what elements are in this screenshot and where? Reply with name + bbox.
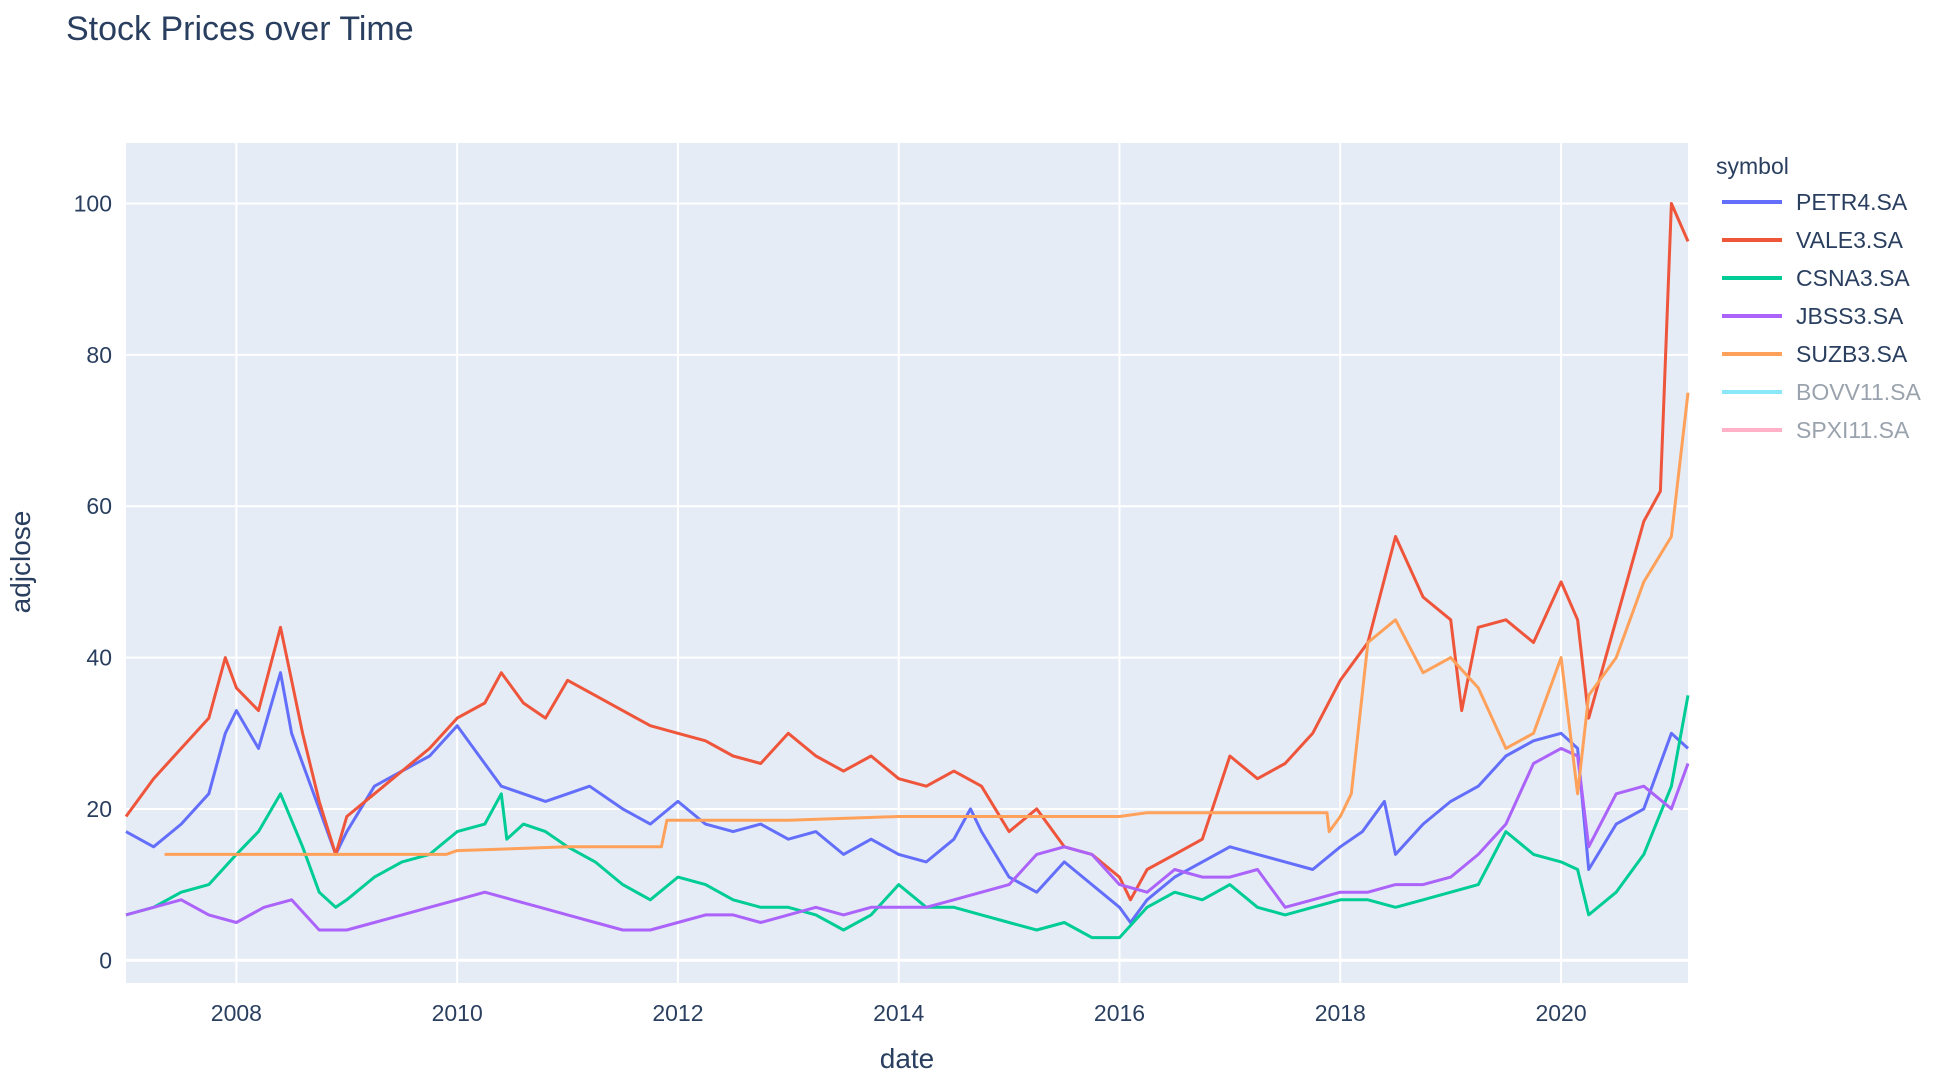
legend-item-spxi11-sa[interactable]: SPXI11.SA <box>1796 417 1910 443</box>
y-axis-ticks: 0 20 40 60 80 100 <box>74 191 112 974</box>
series-line-csna3-sa <box>125 695 1690 940</box>
legend-item-jbss3-sa[interactable]: JBSS3.SA <box>1796 303 1904 329</box>
series-line-suzb3-sa <box>164 392 1690 856</box>
plot-area[interactable] <box>126 143 1688 983</box>
x-tick-label: 2014 <box>873 1000 924 1026</box>
x-tick-label: 2020 <box>1535 1000 1586 1026</box>
legend-item-suzb3-sa[interactable]: SUZB3.SA <box>1796 341 1908 367</box>
x-tick-label: 2008 <box>211 1000 262 1026</box>
series-lines <box>124 202 1690 940</box>
y-tick-label: 0 <box>99 947 112 973</box>
legend-item-bovv11-sa[interactable]: BOVV11.SA <box>1796 379 1922 405</box>
x-axis-ticks: 2008 2010 2012 2014 2016 2018 2020 <box>211 1000 1587 1026</box>
x-tick-label: 2012 <box>652 1000 703 1026</box>
x-tick-label: 2018 <box>1315 1000 1366 1026</box>
x-axis-title: date <box>880 1043 935 1074</box>
y-axis-title: adjclose <box>5 511 36 614</box>
chart-title: Stock Prices over Time <box>66 10 414 48</box>
legend-item-petr4-sa[interactable]: PETR4.SA <box>1796 189 1908 215</box>
y-tick-label: 100 <box>74 191 112 217</box>
legend-title: symbol <box>1716 153 1789 179</box>
legend-item-csna3-sa[interactable]: CSNA3.SA <box>1796 265 1910 291</box>
y-tick-label: 80 <box>86 342 112 368</box>
series-line-jbss3-sa <box>125 746 1690 932</box>
y-tick-label: 60 <box>86 493 112 519</box>
legend: symbol PETR4.SA VALE3.SA CSNA3.SA JBSS3.SA S… <box>1716 153 1922 443</box>
x-tick-label: 2016 <box>1094 1000 1145 1026</box>
x-tick-label: 2010 <box>432 1000 483 1026</box>
y-tick-label: 40 <box>86 645 112 671</box>
legend-item-vale3-sa[interactable]: VALE3.SA <box>1796 227 1904 253</box>
grid <box>126 143 1688 983</box>
y-tick-label: 20 <box>86 796 112 822</box>
